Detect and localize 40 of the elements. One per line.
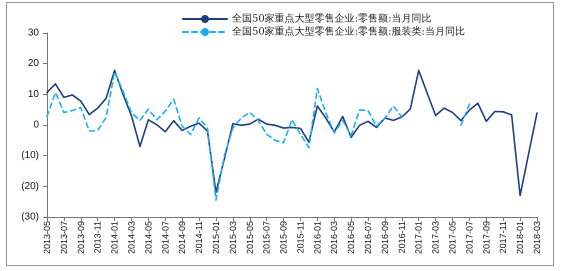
- line-series: [46, 70, 538, 196]
- x-tick-label: 2014-07: [160, 221, 170, 254]
- x-tick-label: 2013-11: [92, 221, 103, 254]
- x-tick-label: 2016-05: [346, 221, 356, 254]
- x-tick-label: 2018-01: [515, 221, 526, 254]
- x-tick-label: 2014-05: [143, 221, 154, 254]
- x-tick-label: 2015-07: [262, 221, 272, 254]
- x-tick-label: 2013-07: [58, 221, 69, 254]
- x-tick-label: 2017-01: [414, 221, 424, 254]
- legend-label: 全国50家重点大型零售企业:零售额:服装类:当月同比: [232, 26, 465, 38]
- x-tick-label: 2014-09: [177, 221, 188, 254]
- x-tick-label: 2014-03: [126, 221, 136, 254]
- x-tick-label: 2013-05: [42, 221, 52, 254]
- x-tick-label: 2017-05: [448, 221, 458, 254]
- x-tick-label: 2015-11: [295, 221, 306, 254]
- x-tick-label: 2015-03: [228, 221, 238, 254]
- x-tick-label: 2016-03: [329, 221, 340, 254]
- y-tick-label: (20): [21, 180, 39, 192]
- x-tick-label: 2016-09: [380, 221, 390, 254]
- x-tick-label: 2014-01: [110, 221, 120, 254]
- x-tick-label: 2016-07: [363, 221, 374, 254]
- x-tick-label: 2015-09: [278, 221, 289, 254]
- x-tick-label: 2014-11: [194, 221, 204, 254]
- x-tick-label: 2016-11: [396, 221, 407, 254]
- y-tick-label: 30: [28, 28, 40, 38]
- x-tick-label: 2017-11: [498, 221, 508, 254]
- x-tick-label: 2015-05: [244, 221, 255, 254]
- x-tick-label: 2015-01: [210, 221, 221, 254]
- x-tick-label: 2016-01: [312, 221, 322, 254]
- x-tick-label: 2017-07: [464, 221, 474, 254]
- x-tick-label: 2018-03: [532, 221, 542, 254]
- legend-label: 全国50家重点大型零售企业:零售额:当月同比: [232, 12, 432, 24]
- y-tick-label: (10): [21, 150, 39, 162]
- x-tick-label: 2013-09: [76, 221, 86, 254]
- y-tick-label: 0: [33, 120, 40, 130]
- y-tick-label: 10: [28, 88, 40, 100]
- y-tick-label: (30): [21, 212, 39, 222]
- x-tick-label: 2017-03: [430, 221, 441, 254]
- x-tick-label: 2017-09: [481, 221, 492, 254]
- y-tick-label: 20: [28, 58, 40, 70]
